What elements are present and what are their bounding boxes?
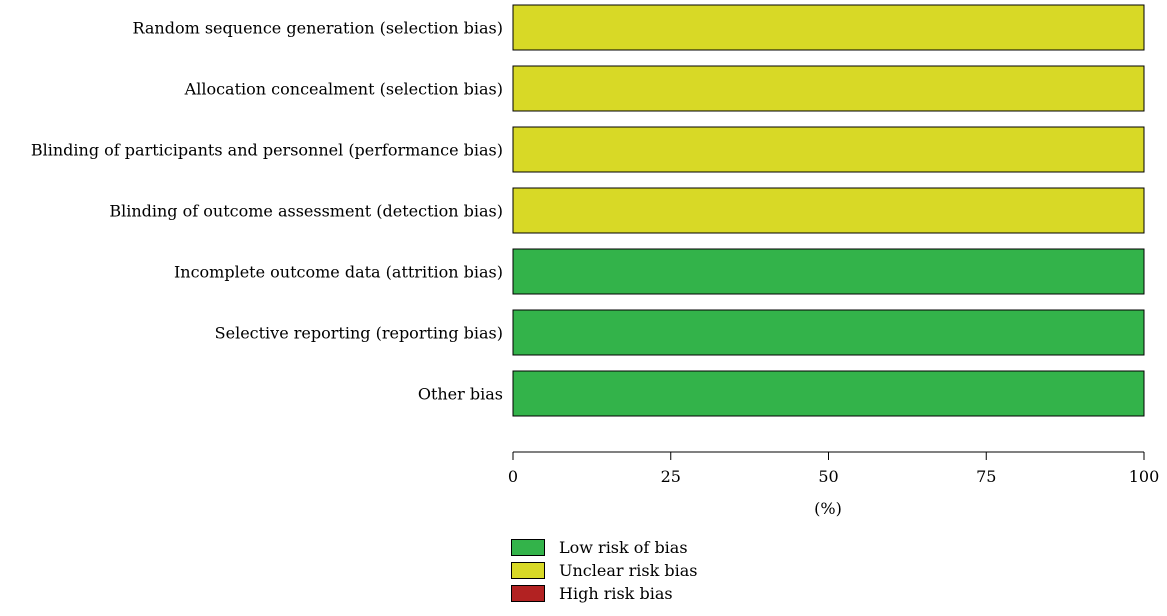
- bar-row3-series2: [512, 126, 1145, 173]
- bars-group: [512, 4, 1145, 417]
- legend: Low risk of bias Unclear risk bias High …: [511, 536, 697, 605]
- category-label: Other bias: [418, 385, 503, 404]
- bias-bar-chart: Random sequence generation (selection bi…: [31, 4, 1160, 518]
- bar-row2-series2: [512, 65, 1145, 112]
- legend-item-unclear: Unclear risk bias: [511, 559, 697, 582]
- bar-row6-series1: [512, 309, 1145, 356]
- legend-item-low: Low risk of bias: [511, 536, 697, 559]
- category-label: Allocation concealment (selection bias): [184, 80, 503, 99]
- legend-label-low: Low risk of bias: [559, 538, 688, 557]
- x-tick-label: 50: [818, 467, 838, 486]
- bar-row1-series2: [512, 4, 1145, 51]
- bar-row7-series1: [512, 370, 1145, 417]
- legend-swatch-high: [511, 585, 545, 602]
- bar-row5-series1: [512, 248, 1145, 295]
- x-tick-label: 100: [1129, 467, 1160, 486]
- legend-swatch-low: [511, 539, 545, 556]
- x-tick-label: 75: [976, 467, 996, 486]
- legend-swatch-unclear: [511, 562, 545, 579]
- legend-label-unclear: Unclear risk bias: [559, 561, 698, 580]
- category-label: Incomplete outcome data (attrition bias): [174, 263, 503, 282]
- x-tick-label: 25: [661, 467, 681, 486]
- x-tick-label: 0: [508, 467, 518, 486]
- category-label: Random sequence generation (selection bi…: [132, 19, 503, 38]
- category-labels: Random sequence generation (selection bi…: [31, 19, 503, 404]
- legend-label-high: High risk bias: [559, 584, 673, 603]
- bar-row4-series2: [512, 187, 1145, 234]
- x-axis-label: (%): [814, 499, 842, 518]
- x-axis: 0 25 50 75 100: [508, 451, 1160, 486]
- category-label: Blinding of outcome assessment (detectio…: [109, 202, 503, 221]
- legend-item-high: High risk bias: [511, 582, 697, 605]
- category-label: Selective reporting (reporting bias): [215, 324, 503, 343]
- category-label: Blinding of participants and personnel (…: [31, 141, 503, 160]
